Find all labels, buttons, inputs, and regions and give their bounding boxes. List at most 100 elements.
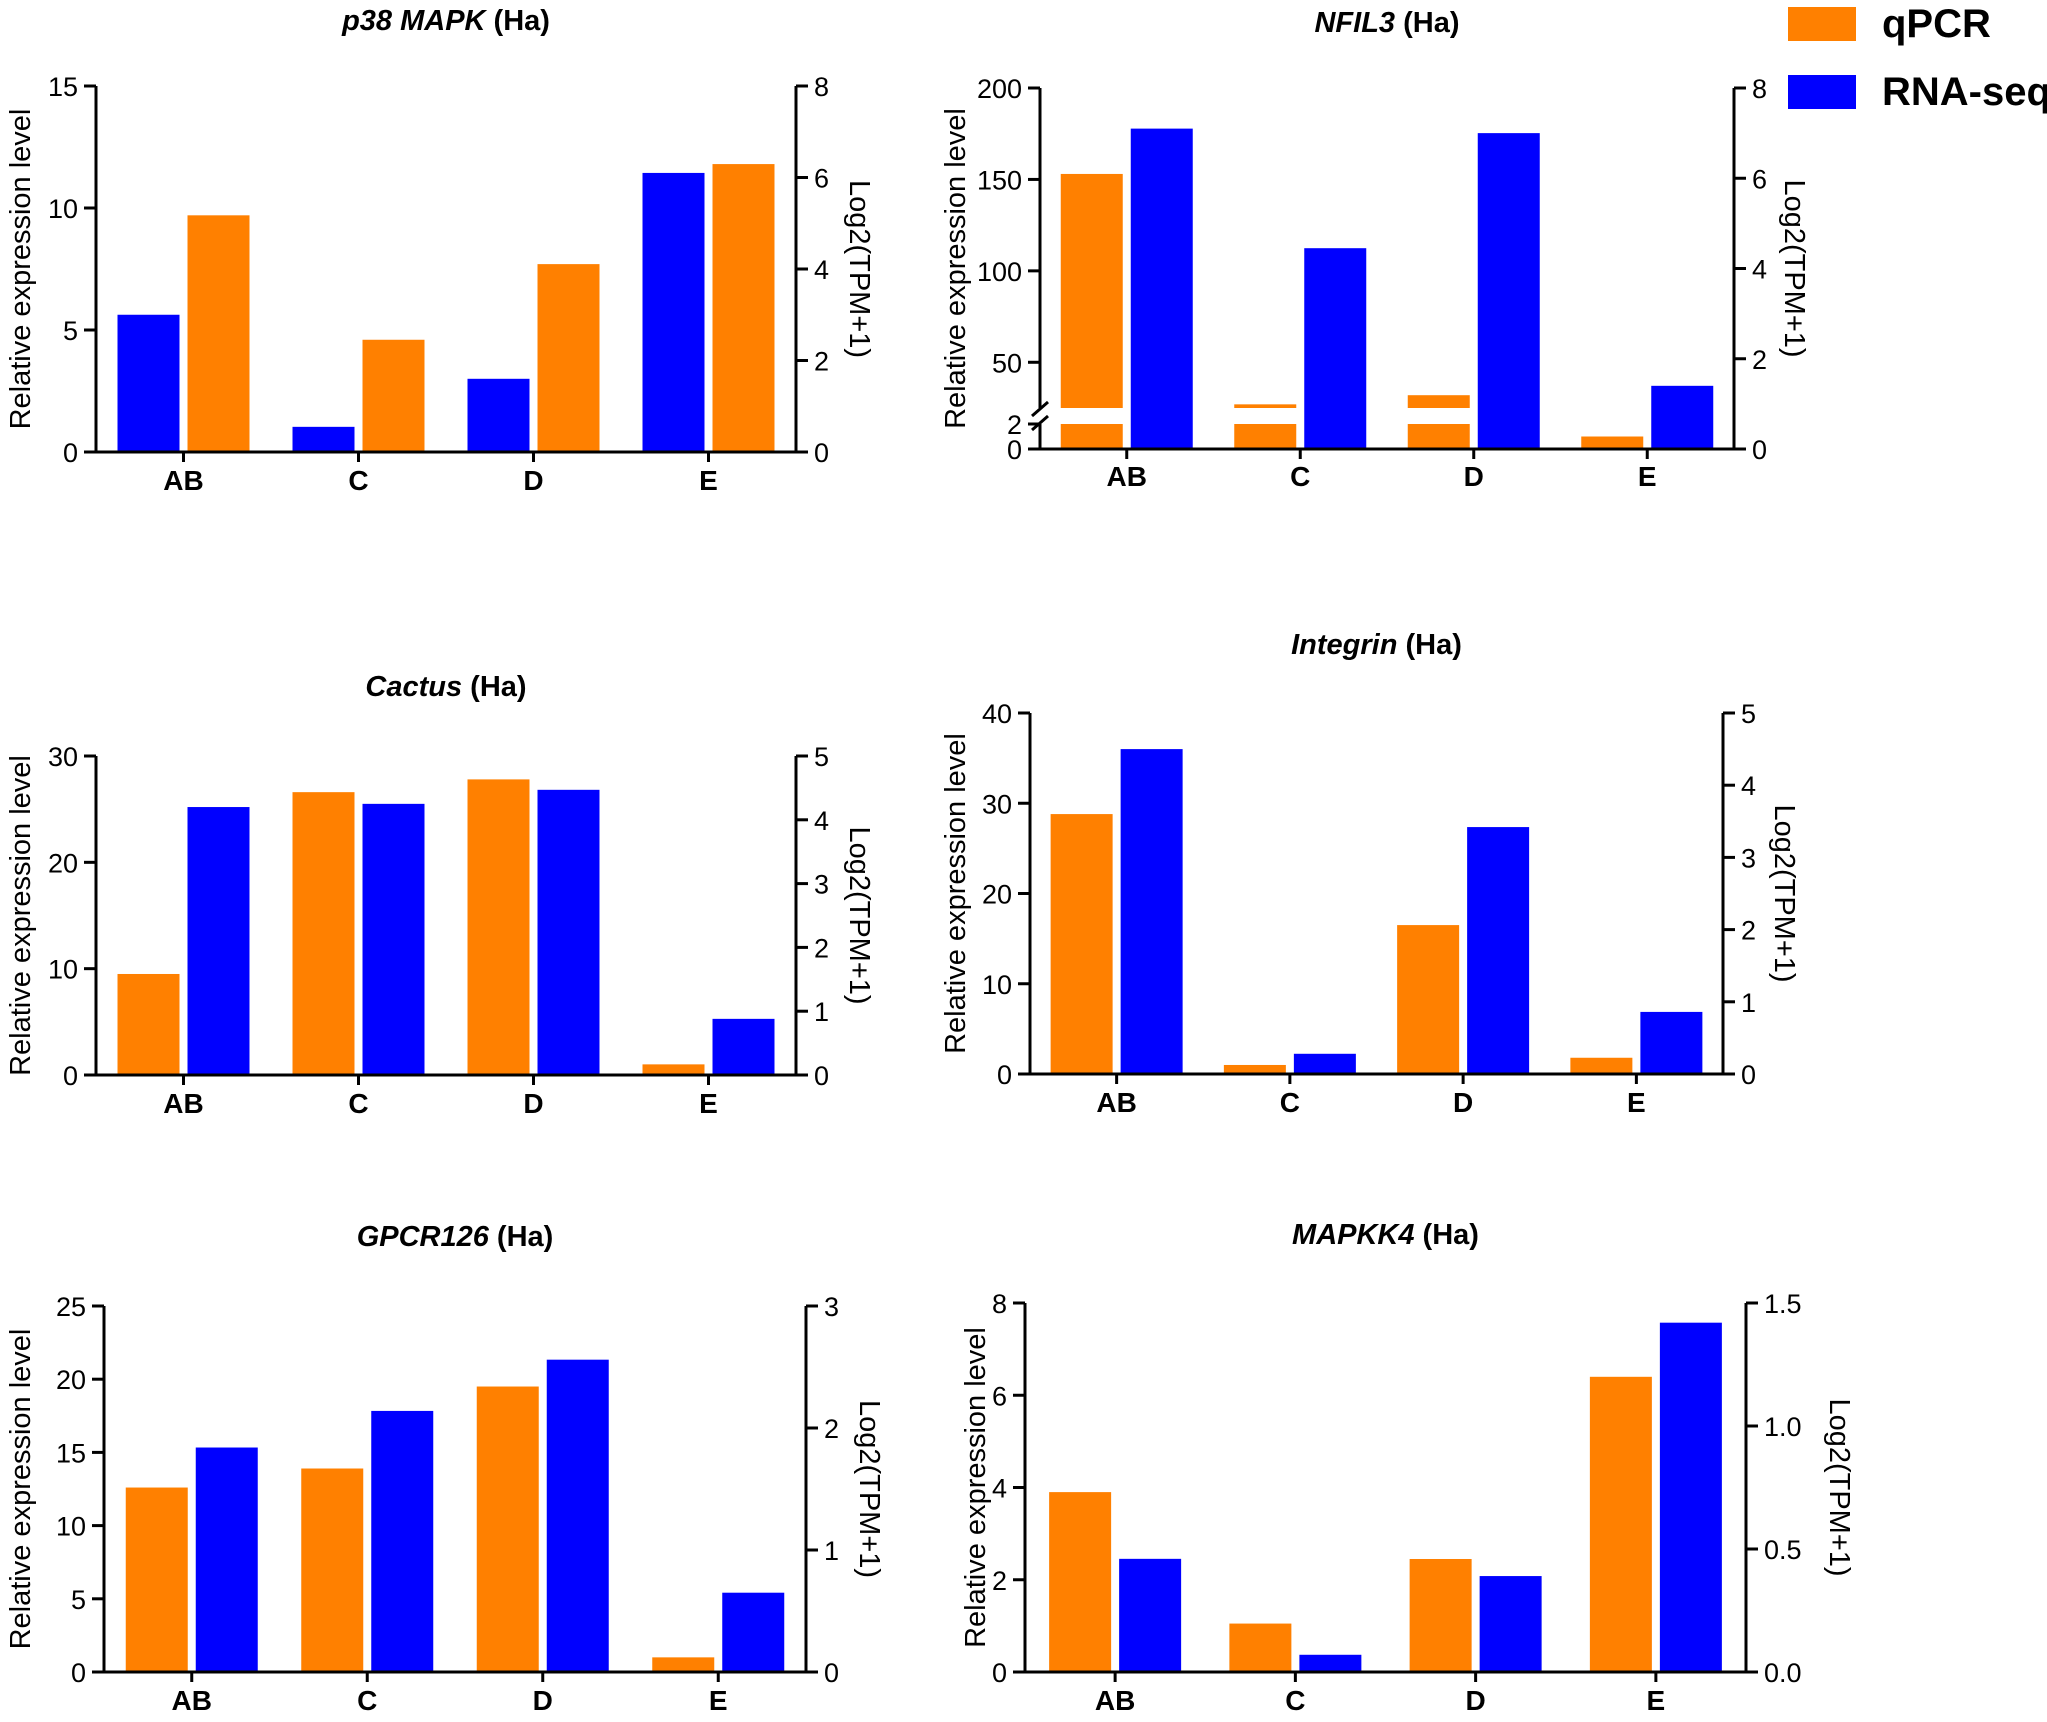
x-tick-label-c: C: [348, 465, 368, 496]
y-axis-label: Relative expression level: [960, 1327, 992, 1648]
bar-qpcr-d: [1407, 395, 1470, 408]
bar-qpcr-ab: [125, 1487, 188, 1672]
y-tick-label: 2: [992, 1566, 1007, 1596]
chart-title: GPCR126 (Ha): [357, 1221, 554, 1253]
y2-tick-label: 0: [1741, 1060, 1756, 1090]
y2-axis-label: Log2(TPM+1): [1823, 1398, 1855, 1576]
x-tick-label-e: E: [1627, 1087, 1646, 1118]
x-tick-label-c: C: [1280, 1087, 1300, 1118]
bar-rna-seq-ab: [1130, 128, 1193, 450]
bar-rna-seq-c: [292, 426, 355, 452]
y2-tick-label: 5: [814, 742, 829, 772]
y2-tick-label: 4: [814, 806, 829, 836]
chart-title-gene: p38 MAPK: [341, 5, 487, 37]
y2-tick-label: 1: [1741, 988, 1756, 1018]
bar-rna-seq-e: [1640, 1011, 1703, 1074]
y2-tick-label: 0.0: [1764, 1658, 1802, 1688]
bar-rna-seq-e: [642, 172, 705, 453]
y-tick-label: 8: [992, 1289, 1007, 1319]
x-tick-label-e: E: [709, 1685, 728, 1716]
bar-qpcr-ab: [1049, 1492, 1112, 1672]
bar-qpcr-e: [1581, 436, 1644, 449]
legend-label-qpcr: qPCR: [1882, 1, 1991, 46]
legend-item-rna-seq: RNA-seq: [1788, 68, 2047, 116]
bar-rna-seq-ab: [117, 314, 180, 452]
y2-tick-label: 1.0: [1764, 1412, 1802, 1442]
bar-rna-seq-c: [1293, 1053, 1356, 1074]
y2-tick-label: 6: [1752, 164, 1767, 194]
y2-tick-label: 0: [1752, 435, 1767, 465]
x-tick-label-c: C: [348, 1088, 368, 1119]
y-axis-label: Relative expression level: [5, 755, 37, 1076]
legend-swatch-qpcr: [1788, 7, 1856, 41]
y2-axis-label: Log2(TPM+1): [843, 180, 875, 358]
bar-rna-seq-ab: [1119, 1558, 1182, 1672]
bar-rna-seq-d: [1467, 827, 1530, 1074]
y-tick-label: 0: [63, 438, 78, 468]
y2-tick-label: 1: [814, 997, 829, 1027]
y-tick-label: 40: [982, 699, 1012, 729]
x-tick-label-d: D: [1464, 461, 1484, 492]
y-tick-label: 15: [56, 1438, 86, 1468]
bar-qpcr-e: [1570, 1057, 1633, 1074]
x-tick-label-ab: AB: [1096, 1087, 1136, 1118]
y2-tick-label: 2: [824, 1414, 839, 1444]
y-tick-label: 30: [982, 789, 1012, 819]
y2-tick-label: 0: [814, 1061, 829, 1091]
legend-item-qpcr: qPCR: [1788, 0, 1991, 48]
y2-tick-label: 8: [814, 72, 829, 102]
y2-tick-label: 5: [1741, 699, 1756, 729]
y-tick-label: 5: [63, 316, 78, 346]
y-tick-label: 100: [977, 257, 1022, 287]
y2-tick-label: 0: [814, 438, 829, 468]
y-tick-label: 0: [63, 1061, 78, 1091]
y-tick-label: 10: [982, 970, 1012, 1000]
y-tick-label: 20: [48, 848, 78, 878]
bar-qpcr-c: [292, 792, 355, 1075]
y2-tick-label: 0: [824, 1658, 839, 1688]
y-tick-label: 0: [71, 1658, 86, 1688]
y2-tick-label: 3: [814, 870, 829, 900]
chart-panel-6: AB C D E 0 2 4 6 8 0.0 0.5 1.0 1.5 MAPKK4 (Ha) Relativ…: [960, 1219, 1855, 1716]
bar-qpcr-c: [301, 1468, 364, 1672]
axis-break-mark: [1031, 400, 1049, 418]
y-tick-label: 5: [71, 1585, 86, 1615]
bar-qpcr-d-lower: [1407, 424, 1470, 449]
bar-rna-seq-e: [1651, 385, 1714, 449]
chart-title-suffix: (Ha): [1395, 7, 1459, 39]
bar-rna-seq-d: [1477, 133, 1540, 449]
chart-title-suffix: (Ha): [1415, 1219, 1479, 1251]
x-tick-label-e: E: [1647, 1685, 1666, 1716]
legend-swatch-rna-seq: [1788, 75, 1856, 109]
y-tick-label: 30: [48, 742, 78, 772]
chart-title-gene: Integrin: [1291, 629, 1397, 661]
bar-qpcr-d: [1397, 925, 1460, 1074]
bar-qpcr-e: [1589, 1376, 1652, 1672]
y2-tick-label: 6: [814, 164, 829, 194]
y-tick-label: 50: [992, 348, 1022, 378]
y2-axis-label: Log2(TPM+1): [843, 826, 875, 1004]
y2-tick-label: 1.5: [1764, 1289, 1802, 1319]
bar-qpcr-ab: [1050, 814, 1113, 1074]
chart-title-suffix: (Ha): [1397, 629, 1461, 661]
bar-rna-seq-d: [537, 789, 600, 1075]
y-tick-label: 15: [48, 72, 78, 102]
x-tick-label-c: C: [1285, 1685, 1305, 1716]
chart-panel-5: AB C D E 0 5 10 15 20 25 0 1 2 3 GPCR126 (Ha) Relative …: [5, 1221, 885, 1716]
bar-rna-seq-c: [371, 1410, 434, 1672]
chart-title-gene: GPCR126: [357, 1221, 490, 1253]
legend-label-rna-seq: RNA-seq: [1882, 69, 2047, 114]
bar-rna-seq-c: [1304, 248, 1367, 449]
y2-tick-label: 4: [1752, 255, 1767, 285]
x-tick-label-e: E: [1638, 461, 1657, 492]
y-axis-label: Relative expression level: [940, 108, 972, 429]
x-tick-label-ab: AB: [163, 1088, 203, 1119]
y-tick-label: 6: [992, 1381, 1007, 1411]
bar-rna-seq-d: [467, 378, 530, 452]
bar-qpcr-ab: [117, 973, 180, 1075]
y2-tick-label: 2: [1752, 345, 1767, 375]
bar-rna-seq-c: [1299, 1654, 1362, 1672]
chart-panel-3: AB C D E 0 10 20 30 0 1 2 3 4 5 Cactus (Ha) Relative ex…: [5, 671, 875, 1119]
chart-title: NFIL3 (Ha): [1314, 7, 1459, 39]
x-tick-label-d: D: [533, 1685, 553, 1716]
